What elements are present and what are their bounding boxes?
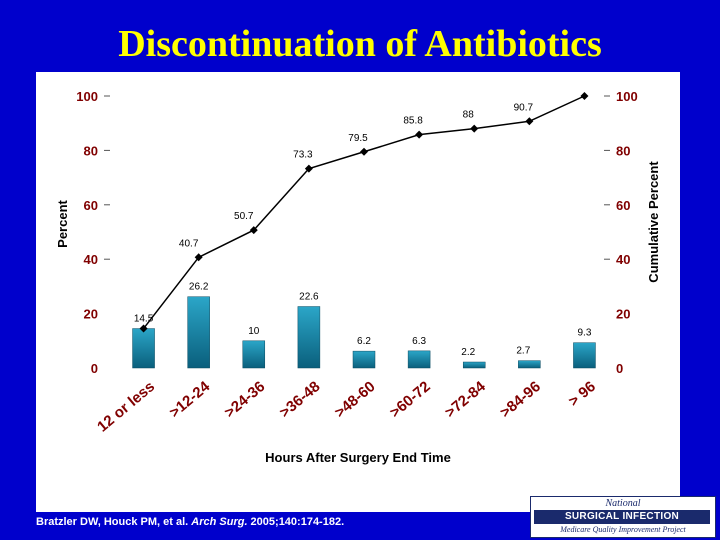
chart-panel: 0 0 20 20 40 40 60 60 80 80 100 100 12 or less >12-24… [36, 72, 680, 512]
cumulative-point [139, 324, 148, 333]
bar [352, 350, 376, 369]
x-tick-label: > 96 [565, 378, 599, 410]
cumulative-value-label: 40.7 [179, 238, 199, 249]
x-tick-label: >72-84 [442, 378, 490, 422]
logo-line-national: National [605, 498, 641, 509]
cumulative-value-label: 79.5 [348, 133, 368, 144]
y-tick-label-left: 100 [76, 89, 98, 104]
bar [242, 340, 266, 369]
y-tick-label-right: 0 [616, 361, 623, 376]
y-tick-label-right: 80 [616, 143, 630, 158]
sip-logo: National SURGICAL INFECTION PREVENTION M… [530, 496, 716, 538]
y-tick-label-right: 60 [616, 198, 630, 213]
cumulative-value-label: 85.8 [403, 116, 423, 127]
y-tick-label-right: 20 [616, 307, 630, 322]
bar [518, 360, 541, 369]
bar [132, 328, 155, 369]
x-tick-label: >84-96 [497, 378, 544, 421]
logo-line-sip: SURGICAL INFECTION PREVENTION [534, 510, 710, 536]
cumulative-point [470, 124, 479, 133]
y-axis-label: Percent [55, 199, 70, 247]
bar [462, 361, 486, 369]
y-tick-label-left: 80 [84, 143, 98, 158]
footnote: Patients were excluded from the denomina… [44, 485, 501, 507]
combo-chart: 0 0 20 20 40 40 60 60 80 80 100 100 12 or less >12-24… [55, 89, 661, 465]
cumulative-line [142, 95, 585, 330]
cumulative-point [304, 164, 313, 173]
bar-value-label: 22.6 [299, 292, 319, 303]
cumulative-point [415, 130, 424, 139]
bar-value-label: 2.7 [516, 346, 530, 357]
citation-text: Bratzler DW, Houck PM, et al. Arch Surg.… [36, 516, 345, 528]
y-tick-label-left: 0 [91, 361, 98, 376]
y-tick-label-left: 20 [84, 307, 98, 322]
bar [187, 296, 210, 369]
y-axis-right-label: Cumulative Percent [646, 161, 661, 283]
bar-value-label: 6.3 [412, 336, 426, 347]
cumulative-value-label: 50.7 [234, 211, 254, 222]
x-tick-label: >36-48 [276, 378, 323, 421]
cumulative-point [525, 117, 534, 126]
bar [297, 306, 321, 369]
bar-value-label: 10 [248, 326, 260, 337]
x-tick-label: >60-72 [387, 378, 434, 421]
bar [573, 342, 596, 369]
x-tick-label: >48-60 [332, 378, 379, 421]
cumulative-point [360, 147, 368, 156]
y-tick-label-right: 100 [616, 89, 638, 104]
cumulative-value-label: 73.3 [293, 150, 313, 161]
x-tick-label: 12 or less [94, 378, 158, 436]
cumulative-point [580, 92, 589, 100]
x-tick-label: >24-36 [221, 378, 268, 421]
bar-value-label: 9.3 [577, 328, 591, 339]
bar-value-label: 14.5 [134, 314, 154, 325]
bar-value-label: 26.2 [189, 282, 209, 293]
bar-value-label: 2.2 [461, 347, 475, 358]
cumulative-value-label: 90.7 [514, 102, 534, 113]
y-tick-label-right: 40 [616, 252, 630, 267]
x-tick-label: >12-24 [166, 378, 214, 422]
bar-value-label: 6.2 [357, 336, 371, 347]
logo-line-medicare: Medicare Quality Improvement Project [560, 525, 686, 534]
citation: Bratzler DW, Houck PM, et al. Arch Surg.… [36, 516, 344, 528]
cumulative-point [249, 226, 258, 235]
cumulative-value-label: 88 [463, 110, 475, 121]
x-axis-label: Hours After Surgery End Time [265, 450, 451, 465]
cumulative-point [194, 253, 203, 262]
y-tick-label-left: 40 [84, 252, 98, 267]
y-tick-label-left: 60 [84, 198, 98, 213]
slide-title: Discontinuation of Antibiotics [118, 23, 602, 65]
bar [407, 350, 431, 369]
